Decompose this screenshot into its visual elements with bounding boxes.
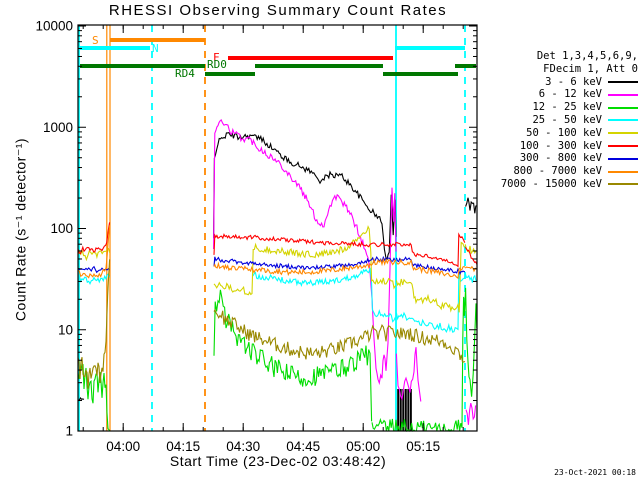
- legend-entry-label: 25 - 50 keV: [532, 113, 602, 126]
- series-6-12: [395, 347, 422, 402]
- series-25-50: [464, 272, 478, 283]
- series-25-50: [395, 273, 466, 333]
- legend-header: FDecim 1, Att 0: [543, 62, 638, 75]
- series-50-100: [395, 241, 465, 313]
- legend-entry-label: 12 - 25 keV: [532, 101, 602, 114]
- legend-entry-label: 300 - 800 keV: [519, 152, 602, 165]
- series-50-100: [213, 225, 397, 296]
- x-tick-label: 04:15: [166, 439, 200, 454]
- legend-color-dash: [608, 93, 638, 96]
- legend-entry-50-100: 50 - 100 keV: [488, 127, 638, 140]
- series-300-800: [395, 256, 466, 276]
- y-tick-label: 10000: [35, 19, 73, 34]
- x-tick-label: 05:00: [346, 439, 380, 454]
- legend-entry-label: 800 - 7000 keV: [513, 165, 602, 178]
- legend-color-dash: [608, 132, 638, 135]
- legend-header: Det 1,3,4,5,6,9,: [536, 50, 638, 62]
- series-6-12: [465, 402, 477, 425]
- y-axis-title: Count Rate (s⁻¹ detector⁻¹): [12, 137, 29, 322]
- legend-entry-label: 50 - 100 keV: [526, 126, 602, 139]
- series-800-7000: [77, 225, 111, 279]
- page-title: RHESSI Observing Summary Count Rates: [108, 2, 448, 19]
- legend-entry-label: 3 - 6 keV: [545, 75, 602, 88]
- flag-label-F: F: [213, 51, 220, 64]
- series-50-100: [77, 247, 111, 262]
- legend-color-dash: [608, 106, 638, 109]
- legend-entry-25-50: 25 - 50 keV: [488, 114, 638, 127]
- series-3-6: [465, 197, 477, 214]
- series-300-800: [213, 255, 397, 271]
- legend-color-dash: [608, 157, 638, 160]
- legend-entry-3-6: 3 - 6 keV: [488, 76, 638, 89]
- series-25-50: [77, 272, 111, 285]
- y-tick-label: 1: [65, 424, 73, 439]
- series-12-25: [371, 287, 478, 433]
- legend-entry-12-25: 12 - 25 keV: [488, 101, 638, 114]
- flag-label-N: N: [152, 42, 159, 55]
- series-100-300: [77, 222, 111, 255]
- legend-color-dash: [608, 119, 638, 122]
- legend-entry-7000-15000: 7000 - 15000 keV: [488, 178, 638, 191]
- legend-entry-100-300: 100 - 300 keV: [488, 140, 638, 153]
- y-tick-label: 1000: [43, 120, 73, 135]
- legend-entry-300-800: 300 - 800 keV: [488, 152, 638, 165]
- series-800-7000: [395, 258, 466, 280]
- series-7000-15000: [395, 327, 466, 363]
- series-6-12: [213, 118, 397, 386]
- flag-label-RD0: RD0: [207, 58, 227, 71]
- x-axis-title: Start Time (23-Dec-02 03:48:42): [169, 453, 387, 469]
- x-tick-label: 04:30: [226, 439, 260, 454]
- series-7000-15000: [213, 308, 397, 360]
- y-tick-label: 100: [50, 221, 73, 236]
- flag-label-RD4: RD4: [175, 67, 195, 80]
- legend-entry-800-7000: 800 - 7000 keV: [488, 165, 638, 178]
- series-7000-15000: [77, 259, 111, 389]
- x-tick-label: 05:15: [406, 439, 440, 454]
- series-800-7000: [213, 257, 397, 277]
- legend-color-dash: [608, 144, 638, 147]
- x-tick-label: 04:00: [106, 439, 140, 454]
- legend-color-dash: [608, 183, 638, 186]
- legend-entry-6-12: 6 - 12 keV: [488, 88, 638, 101]
- flag-label-S: S: [92, 34, 99, 47]
- x-tick-label: 04:45: [286, 439, 320, 454]
- series-25-50: [252, 267, 397, 323]
- series-100-300: [464, 246, 478, 265]
- render-timestamp: 23-Oct-2021 00:18: [554, 468, 636, 477]
- legend-color-dash: [608, 80, 638, 83]
- y-tick-label: 10: [58, 322, 73, 337]
- series-12-25: [213, 289, 373, 422]
- series-100-300: [213, 233, 397, 255]
- legend-entry-label: 100 - 300 keV: [519, 139, 602, 152]
- series-800-7000: [464, 265, 478, 273]
- series-300-800: [77, 265, 111, 274]
- legend-entry-label: 7000 - 15000 keV: [500, 177, 602, 190]
- series-100-300: [396, 232, 466, 268]
- legend-color-dash: [608, 170, 638, 173]
- series-3-6: [213, 131, 397, 261]
- legend-entry-label: 6 - 12 keV: [538, 88, 602, 101]
